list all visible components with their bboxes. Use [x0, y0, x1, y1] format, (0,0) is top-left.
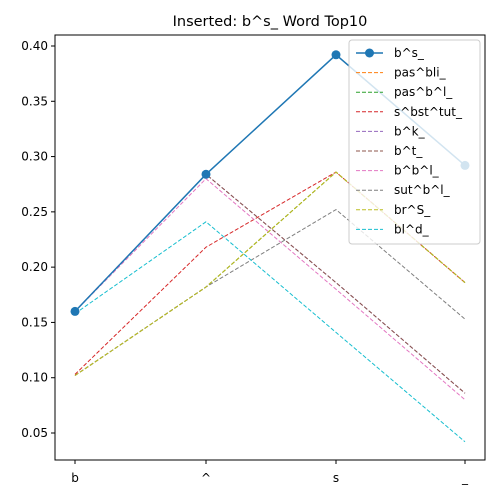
legend-label-8: br^S_	[394, 203, 431, 217]
legend-label-1: pas^bli_	[394, 66, 447, 80]
legend-box	[348, 39, 481, 245]
x-tick-label-0: b	[71, 471, 79, 485]
legend-label-2: pas^b^l_	[394, 85, 453, 99]
legend-label-4: b^k_	[394, 124, 426, 138]
y-tick-label-2: 0.15	[21, 315, 48, 329]
x-tick-label-1: ^	[201, 471, 211, 485]
series-point-0-0	[70, 306, 80, 316]
x-axis: b ^ s _	[71, 460, 469, 485]
y-tick-label-1: 0.10	[21, 371, 48, 385]
x-tick-label-2: s	[333, 471, 339, 485]
y-tick-label-5: 0.30	[21, 150, 48, 164]
chart-title: Inserted: b^s_ Word Top10	[173, 14, 368, 30]
series-point-0-2	[331, 50, 341, 60]
series-line-9	[74, 221, 466, 443]
legend: b^s_ pas^bli_ pas^b^l_ s^bst^tut_ b^k_ b^t_ b^…	[348, 39, 481, 245]
y-axis: 0.05 0.10 0.15 0.20 0.25 0.30 0.35 0.40	[21, 39, 55, 440]
legend-label-7: sut^b^l_	[394, 183, 451, 197]
legend-label-6: b^b^l_	[394, 164, 440, 178]
legend-label-9: bl^d_	[394, 222, 430, 236]
legend-label-3: s^bst^tut_	[394, 105, 463, 119]
legend-label-0: b^s_	[394, 46, 425, 60]
series-point-0-1	[201, 169, 211, 179]
y-tick-label-6: 0.35	[21, 94, 48, 108]
y-tick-label-4: 0.25	[21, 205, 48, 219]
x-tick-label-3: _	[461, 471, 469, 485]
series-line-6	[74, 178, 466, 401]
y-tick-label-0: 0.05	[21, 426, 48, 440]
legend-marker-0	[365, 48, 374, 58]
y-tick-label-7: 0.40	[21, 39, 48, 53]
y-tick-label-3: 0.20	[21, 260, 48, 274]
plot-frame	[54, 34, 486, 461]
legend-label-5: b^t_	[394, 144, 423, 158]
